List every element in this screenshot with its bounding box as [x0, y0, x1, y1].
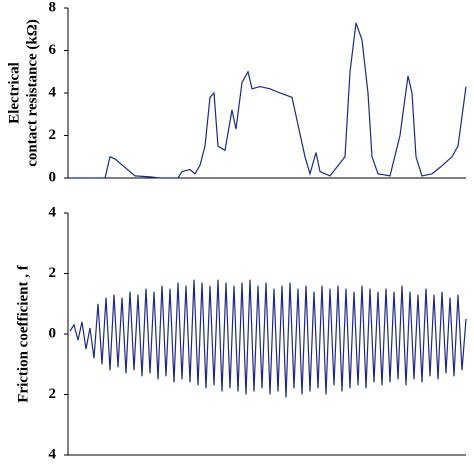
- y-axis-label: contact resistance (kΩ): [24, 19, 40, 167]
- y-axis-label: Friction coefficient , f: [15, 264, 31, 402]
- data-line: [69, 279, 467, 398]
- y-tick-label: 8: [49, 0, 57, 15]
- y-tick-label: 2: [49, 127, 57, 143]
- y-tick-label: 4: [49, 84, 57, 100]
- y-axis-label: Electrical: [6, 62, 22, 124]
- y-tick-label: 4: [49, 446, 57, 462]
- y-tick-label: 2: [49, 265, 57, 281]
- y-tick-label: 0: [49, 169, 57, 185]
- y-tick-label: 0: [49, 325, 57, 341]
- data-line: [68, 22, 467, 179]
- y-tick-label: 6: [49, 42, 57, 58]
- y-tick-label: 2: [49, 386, 57, 402]
- y-tick-label: 4: [49, 204, 57, 220]
